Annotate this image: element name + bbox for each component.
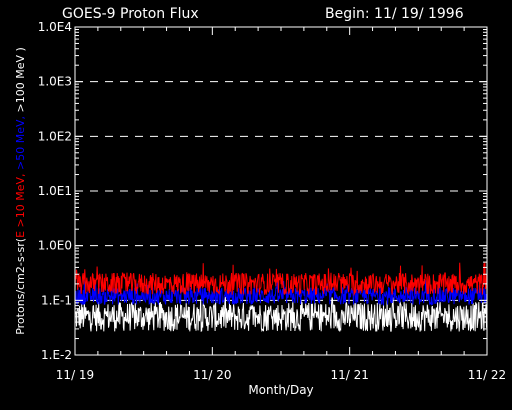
y-tick-label-6: 1.0E4	[38, 20, 72, 34]
y-tick-label-2: 1.0E0	[38, 239, 72, 253]
series-line-2	[74, 296, 488, 333]
y-axis-label-part-50mev: >50 MeV,	[14, 112, 27, 170]
x-axis-label: Month/Day	[248, 383, 313, 397]
x-tick-label-0: 11/ 19	[56, 368, 94, 382]
y-axis-label-prefix: Protons/cm2-s-sr(	[14, 238, 27, 335]
x-tick-label-1: 11/ 20	[193, 368, 231, 382]
y-axis-label: Protons/cm2-s-sr(E >10 MeV, >50 MeV, >10…	[14, 47, 27, 335]
y-axis-label-part-100mev: >100 MeV )	[14, 47, 27, 112]
series-line-1	[74, 279, 488, 307]
series-line-0	[74, 262, 488, 297]
y-tick-label-1: 1.E-1	[41, 293, 72, 307]
x-tick-label-2: 11/ 21	[330, 368, 368, 382]
y-axis-ticks: 1.E-2 1.E-1 1.0E0 1.0E1 1.0E2 1.0E3 1.0E4	[38, 20, 487, 362]
series-lines	[74, 262, 488, 333]
y-tick-label-4: 1.0E2	[38, 129, 72, 143]
y-tick-label-3: 1.0E1	[38, 184, 72, 198]
y-axis-label-part-10mev: E >10 MeV,	[14, 170, 27, 238]
y-tick-label-0: 1.E-2	[41, 348, 72, 362]
y-tick-label-5: 1.0E3	[38, 75, 72, 89]
chart-title: GOES-9 Proton Flux	[62, 6, 199, 22]
x-axis-ticks: 11/ 19 11/ 20 11/ 21 11/ 22	[56, 27, 506, 382]
x-tick-label-3: 11/ 22	[468, 368, 506, 382]
chart-subtitle: Begin: 11/ 19/ 1996	[325, 6, 464, 22]
